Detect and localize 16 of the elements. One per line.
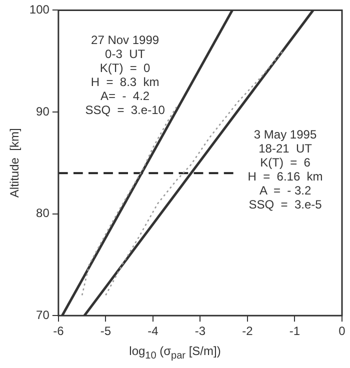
- x-tick-label: -2: [242, 324, 254, 338]
- x-tick-label: -4: [148, 324, 159, 338]
- x-tick-label: -6: [53, 324, 64, 338]
- annotation: 3 May 1995 18-21 UT K(T) = 6 H = 6.16 km A = - 3.2 SSQ = 3.e-5: [248, 128, 323, 212]
- x-tick-label: -3: [194, 324, 206, 338]
- annotation: 27 Nov 1999 0-3 UT K(T) = 0 H = 8.3 km A= - 4.2 SSQ = 3.e-10: [85, 32, 166, 117]
- y-tick-label: 70: [36, 308, 50, 322]
- x-tick-label: -5: [100, 324, 112, 338]
- y-tick-label: 80: [36, 206, 50, 220]
- line-series: [81, 106, 178, 296]
- x-tick-label: 0: [338, 324, 346, 338]
- x-tick-label: -1: [289, 324, 300, 338]
- y-tick-label: 90: [36, 104, 50, 118]
- x-axis-title: log$_{10}$ (σ$_{par}$ [S/m]): [128, 344, 222, 362]
- y-axis-title: Altitude [km]: [8, 128, 22, 198]
- y-tick-label: 100: [29, 2, 50, 17]
